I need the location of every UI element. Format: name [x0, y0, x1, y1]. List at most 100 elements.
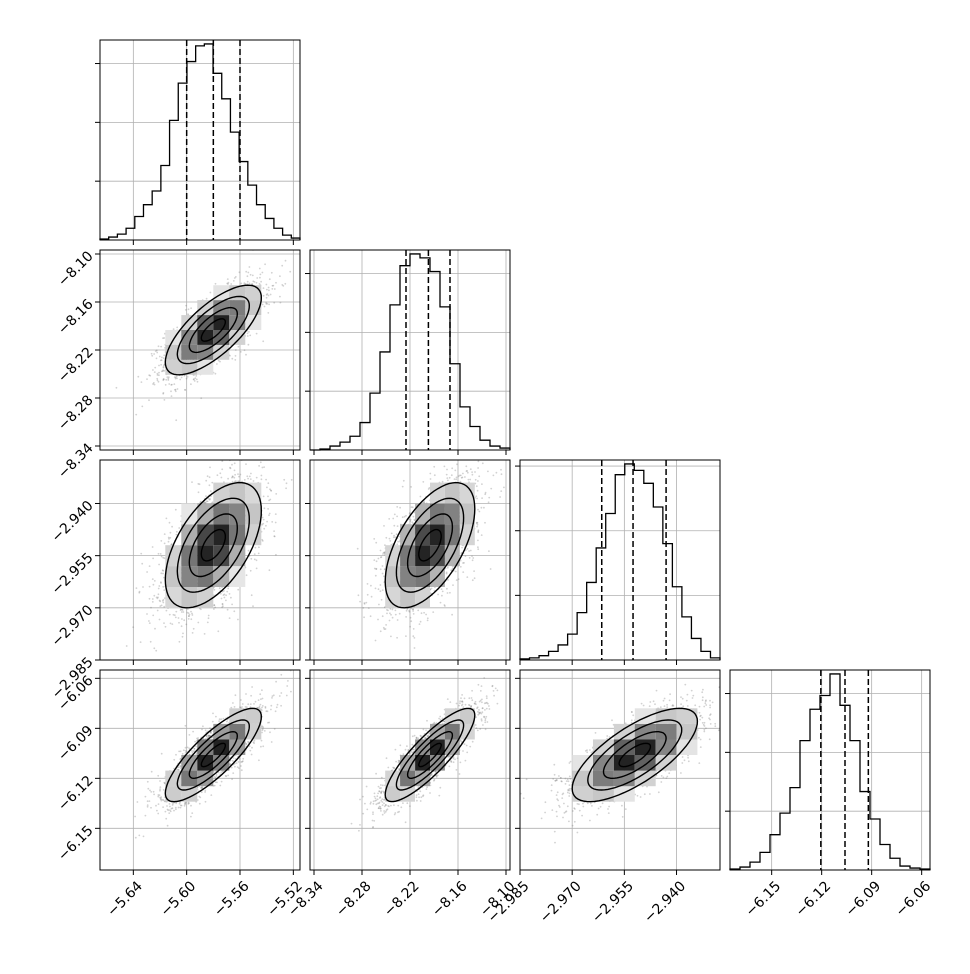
sample-point: [488, 501, 490, 503]
sample-point: [273, 530, 275, 532]
sample-point: [374, 568, 376, 570]
sample-point: [248, 550, 250, 552]
density-cells: [165, 483, 261, 608]
sample-point: [189, 614, 191, 616]
sample-point: [264, 507, 266, 509]
sample-point: [194, 380, 196, 382]
sample-point: [163, 589, 165, 591]
sample-point: [209, 498, 211, 500]
sample-point: [262, 729, 264, 731]
sample-point: [151, 771, 153, 773]
sample-point: [228, 282, 230, 284]
sample-point: [197, 381, 199, 383]
sample-point: [221, 468, 223, 470]
sample-point: [209, 727, 211, 729]
sample-point: [159, 600, 161, 602]
sample-point: [161, 370, 163, 372]
sample-point: [449, 477, 451, 479]
sample-point: [158, 593, 160, 595]
sample-point: [266, 297, 268, 299]
sample-point: [446, 474, 448, 476]
sample-point: [410, 620, 412, 622]
sample-point: [204, 633, 206, 635]
sample-point: [233, 757, 235, 759]
sample-point: [402, 486, 404, 488]
sample-point: [238, 761, 240, 763]
sample-point: [280, 705, 282, 707]
sample-point: [380, 568, 382, 570]
sample-point: [141, 381, 143, 383]
sample-point: [266, 284, 268, 286]
sample-point: [251, 594, 253, 596]
sample-point: [172, 804, 174, 806]
sample-point: [232, 702, 234, 704]
sample-point: [180, 765, 182, 767]
sample-point: [154, 384, 156, 386]
sample-point: [382, 615, 384, 617]
sample-point: [149, 598, 151, 600]
sample-point: [265, 706, 267, 708]
sample-point: [147, 781, 149, 783]
sample-point: [481, 497, 483, 499]
sample-point: [259, 268, 261, 270]
sample-point: [389, 620, 391, 622]
sample-point: [164, 533, 166, 535]
sample-point: [141, 563, 143, 565]
sample-point: [201, 791, 203, 793]
sample-point: [396, 506, 398, 508]
sample-point: [153, 353, 155, 355]
sample-point: [138, 835, 140, 837]
sample-point: [158, 365, 160, 367]
histogram-step-line: [520, 464, 720, 660]
sample-point: [157, 373, 159, 375]
sample-point: [250, 570, 252, 572]
sample-point: [207, 475, 209, 477]
sample-point: [455, 478, 457, 480]
sample-point: [232, 481, 234, 483]
sample-point: [245, 706, 247, 708]
sample-point: [383, 627, 385, 629]
sample-point: [152, 615, 154, 617]
sample-point: [434, 474, 436, 476]
sample-point: [260, 461, 262, 463]
sample-point: [249, 335, 251, 337]
sample-point: [191, 481, 193, 483]
sample-point: [472, 557, 474, 559]
sample-point: [160, 360, 162, 362]
sample-point: [258, 553, 260, 555]
sample-point: [137, 801, 139, 803]
density-cell: [245, 285, 261, 300]
sample-point: [421, 612, 423, 614]
sample-point: [242, 703, 244, 705]
sample-point: [272, 285, 274, 287]
sample-point: [214, 776, 216, 778]
sample-point: [157, 610, 159, 612]
sample-point: [250, 695, 252, 697]
sample-point: [273, 302, 275, 304]
sample-point: [389, 538, 391, 540]
sample-point: [251, 686, 253, 688]
sample-point: [235, 355, 237, 357]
sample-point: [441, 588, 443, 590]
sample-point: [454, 478, 456, 480]
sample-point: [291, 479, 293, 481]
sample-point: [205, 495, 207, 497]
sample-point: [195, 375, 197, 377]
sample-point: [204, 790, 206, 792]
sample-point: [146, 613, 148, 615]
sample-point: [446, 572, 448, 574]
grid-lines: [310, 250, 510, 450]
sample-point: [412, 635, 414, 637]
tick-marks: [725, 694, 922, 875]
sample-point: [190, 618, 192, 620]
sample-point: [247, 703, 249, 705]
sample-point: [188, 308, 190, 310]
sample-point: [210, 490, 212, 492]
sample-point: [377, 619, 379, 621]
density-cell: [229, 566, 245, 587]
sample-point: [152, 546, 154, 548]
sample-point: [456, 463, 458, 465]
sample-point: [477, 522, 479, 524]
sample-point: [358, 594, 360, 596]
